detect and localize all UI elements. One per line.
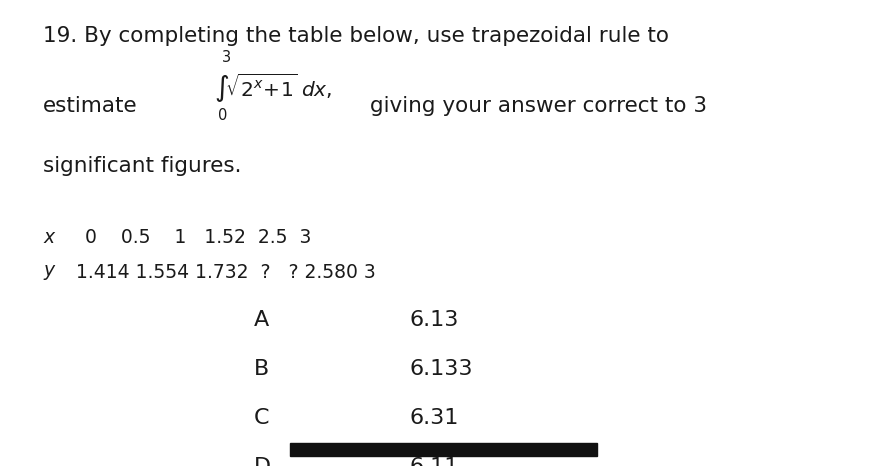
Text: A: A bbox=[254, 310, 269, 330]
Text: $y$: $y$ bbox=[43, 263, 56, 282]
Text: 6.13: 6.13 bbox=[410, 310, 459, 330]
Text: 19. By completing the table below, use trapezoidal rule to: 19. By completing the table below, use t… bbox=[43, 26, 669, 46]
Text: 6.31: 6.31 bbox=[410, 408, 459, 428]
Text: $x$: $x$ bbox=[43, 228, 56, 247]
Text: 1.414 1.554 1.732  ?   ? 2.580 3: 1.414 1.554 1.732 ? ? 2.580 3 bbox=[76, 263, 375, 282]
Text: C: C bbox=[254, 408, 269, 428]
Text: significant figures.: significant figures. bbox=[43, 156, 241, 176]
Text: D: D bbox=[254, 457, 271, 466]
Text: 6.133: 6.133 bbox=[410, 359, 473, 379]
Text: 0    0.5    1   1.52  2.5  3: 0 0.5 1 1.52 2.5 3 bbox=[85, 228, 311, 247]
Text: estimate: estimate bbox=[43, 96, 137, 116]
Text: $0$: $0$ bbox=[217, 107, 227, 123]
Text: giving your answer correct to 3: giving your answer correct to 3 bbox=[370, 96, 707, 116]
Text: 6.11: 6.11 bbox=[410, 457, 459, 466]
FancyBboxPatch shape bbox=[290, 443, 597, 456]
Text: $\int\!\sqrt{2^{x}\!+\!1}\;dx,$: $\int\!\sqrt{2^{x}\!+\!1}\;dx,$ bbox=[214, 72, 332, 105]
Text: B: B bbox=[254, 359, 269, 379]
Text: $3$: $3$ bbox=[221, 49, 231, 65]
